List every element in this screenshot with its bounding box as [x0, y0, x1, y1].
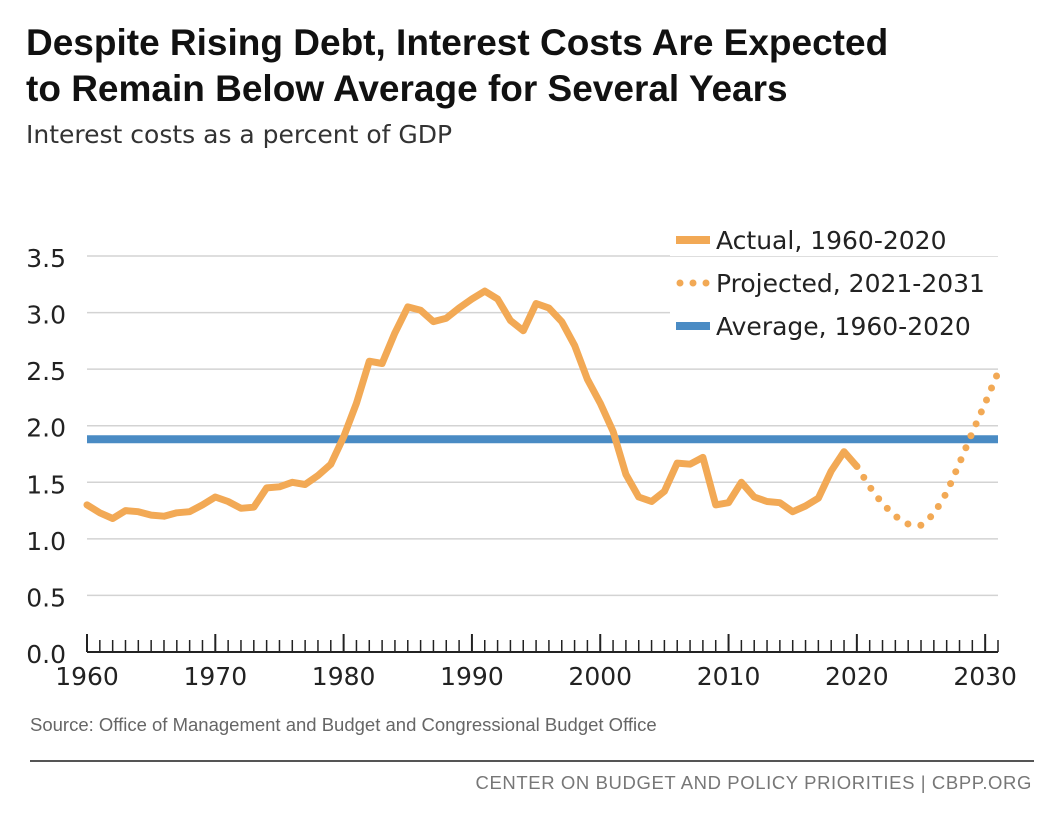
legend-bg [670, 220, 1000, 256]
x-tick-label: 2030 [953, 662, 1017, 691]
x-tick-label: 1980 [312, 662, 376, 691]
y-tick-label: 2.0 [26, 414, 66, 443]
gridlines [87, 255, 998, 597]
chart-subtitle: Interest costs as a percent of GDP [26, 120, 453, 149]
chart-title-line-2: to Remain Below Average for Several Year… [26, 68, 788, 109]
legend-bg [670, 306, 1000, 342]
legend-label: Projected, 2021-2031 [716, 269, 985, 298]
legend-label: Actual, 1960-2020 [716, 226, 946, 255]
chart-title: Despite Rising Debt, Interest Costs Are … [26, 20, 1026, 112]
x-tick-label: 2000 [568, 662, 632, 691]
y-tick-label: 3.0 [26, 301, 66, 330]
y-tick-label: 3.5 [26, 244, 66, 273]
y-axis: 0.0 0.5 1.0 1.5 2.0 2.5 3.0 3.5 [26, 244, 66, 669]
source-note: Source: Office of Management and Budget … [30, 714, 657, 735]
y-tick-label: 2.5 [26, 357, 66, 386]
y-tick-label: 1.0 [26, 527, 66, 556]
x-tick-label: 1990 [440, 662, 504, 691]
x-tick-label: 1970 [183, 662, 247, 691]
x-tick-label: 1960 [55, 662, 119, 691]
y-tick-label: 1.5 [26, 470, 66, 499]
line-chart: 0.0 0.5 1.0 1.5 2.0 2.5 3.0 3.5 1960 1970 1980 199… [26, 220, 1017, 691]
x-tick-label: 2020 [825, 662, 889, 691]
footer-divider [30, 760, 1034, 762]
chart-title-line-1: Despite Rising Debt, Interest Costs Are … [26, 22, 889, 63]
x-axis: 1960 1970 1980 1990 2000 2010 2020 2030 [55, 634, 1017, 691]
series [83, 287, 1002, 529]
series-actual-line [83, 287, 861, 522]
org-site: CBPP.ORG [931, 772, 1032, 793]
legend-label: Average, 1960-2020 [716, 312, 971, 341]
credit-line: CENTER ON BUDGET AND POLICY PRIORITIES |… [476, 772, 1032, 794]
org-name: CENTER ON BUDGET AND POLICY PRIORITIES [475, 772, 916, 793]
legend-bg [670, 263, 1000, 299]
series-projected-line [853, 369, 1002, 529]
credit-separator: | [920, 772, 927, 793]
y-tick-label: 0.5 [26, 583, 66, 612]
x-tick-label: 2010 [697, 662, 761, 691]
legend: Actual, 1960-2020 Projected, 2021-2031 Ave… [670, 220, 1000, 342]
y-tick-label: 0.0 [26, 640, 66, 669]
